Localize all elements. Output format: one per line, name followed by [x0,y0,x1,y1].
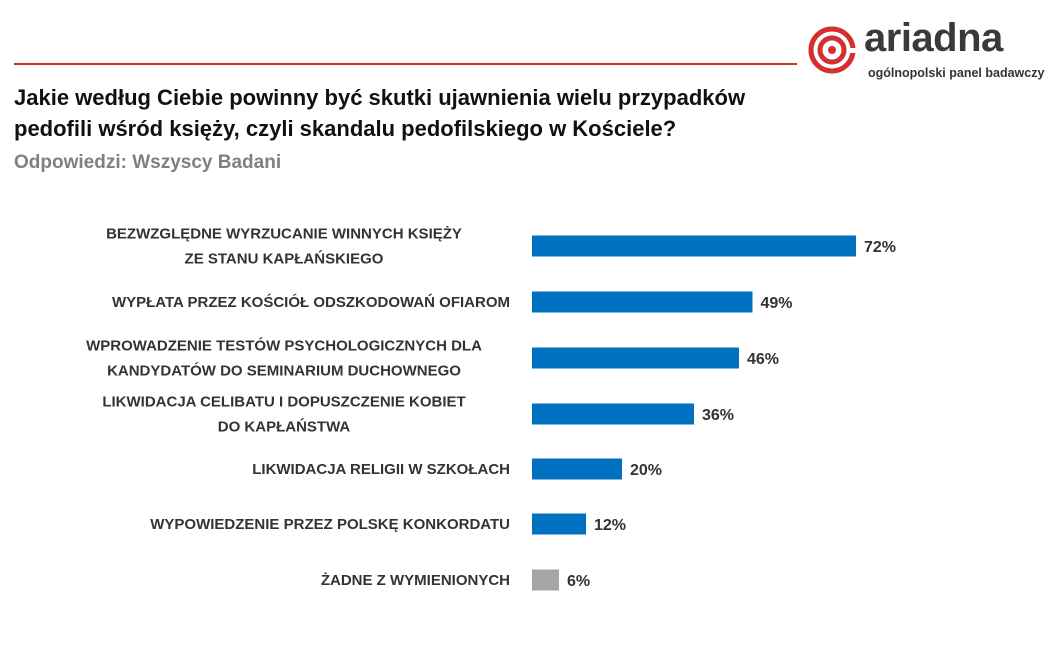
bar-2 [532,347,739,369]
bar-value-label-1: 49% [761,295,793,312]
bar-value-label-6: 6% [567,573,590,590]
category-label-5: WYPOWIEDZENIE PRZEZ POLSKĘ KONKORDATU [150,516,510,533]
logo-wordmark: ariadna [864,16,1003,60]
category-label-4: LIKWIDACJA RELIGII W SZKOŁACH [252,461,510,478]
bar-value-label-3: 36% [702,407,734,424]
bar-value-label-5: 12% [594,517,626,534]
bar-3 [532,403,694,425]
category-label-3: LIKWIDACJA CELIBATU I DOPUSZCZENIE KOBIE… [102,394,465,436]
bar-value-label-2: 46% [747,351,779,368]
bar-value-label-4: 20% [630,462,662,479]
category-label-2: WPROWADZENIE TESTÓW PSYCHOLOGICZNYCH DLA… [86,337,482,380]
bar-5 [532,513,586,535]
category-label-1: WYPŁATA PRZEZ KOŚCIÓŁ ODSZKODOWAŃ OFIARO… [112,293,510,311]
category-label-0: BEZWZGLĘDNE WYRZUCANIE WINNYCH KSIĘŻY ZE … [106,226,462,268]
bar-1 [532,291,753,313]
logo-tagline: ogólnopolski panel badawczy [868,66,1045,80]
category-label-6: ŻADNE Z WYMIENIONYCH [321,572,510,589]
chart-subtitle: Odpowiedzi: Wszyscy Badani [14,152,282,173]
bar-4 [532,458,622,480]
chart-title: Jakie według Ciebie powinny być skutki u… [14,85,746,141]
bar-0 [532,235,856,257]
ariadna-logo: ariadna ogólnopolski panel badawczy [808,16,1045,84]
bar-value-label-0: 72% [864,239,896,256]
bar-6 [532,569,559,591]
header-divider [14,63,797,65]
bar-chart: 72% BEZWZGLĘDNE WYRZUCANIE WINNYCH KSIĘŻY… [86,226,896,591]
ariadna-logo-icon [808,26,859,74]
